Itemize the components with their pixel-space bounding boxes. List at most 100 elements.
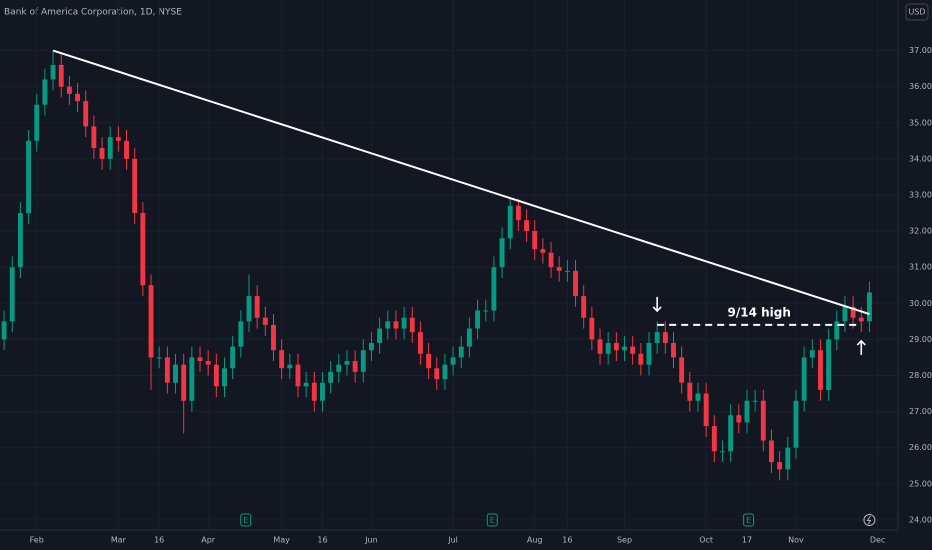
earnings-marker[interactable]: [743, 513, 755, 527]
candle-body: [417, 332, 423, 354]
candle-body: [605, 342, 611, 354]
earnings-label: E: [746, 516, 751, 525]
candle-body: [540, 249, 546, 253]
y-tick-label: 27.00: [909, 407, 932, 416]
y-tick-label: 29.00: [909, 335, 932, 344]
candle-body: [507, 205, 513, 239]
x-tick-label: Mar: [111, 536, 127, 545]
candle-body: [434, 368, 440, 380]
candle-body: [809, 350, 815, 358]
candle-body: [368, 342, 374, 351]
candle-body: [344, 361, 350, 365]
candle-body: [115, 137, 121, 141]
candle-body: [728, 415, 734, 452]
x-tick-label: 16: [317, 536, 327, 545]
candle-body: [834, 321, 840, 340]
x-tick-label: Feb: [30, 536, 44, 545]
x-tick-label: 16: [562, 536, 572, 545]
candle-body: [246, 296, 252, 322]
candle-body: [401, 317, 407, 329]
candle-body: [222, 368, 227, 387]
candle-body: [817, 350, 823, 390]
y-tick-label: 33.00: [909, 190, 932, 199]
currency-button[interactable]: [905, 3, 929, 21]
y-tick-label: 31.00: [909, 263, 932, 272]
x-tick-label: Oct: [699, 536, 713, 545]
candle-body: [826, 339, 832, 390]
earnings-label: E: [490, 516, 495, 525]
candle-body: [75, 93, 81, 102]
y-tick-label: 32.00: [909, 227, 932, 236]
candle-body: [793, 400, 799, 448]
x-tick-label: Dec: [870, 536, 885, 545]
candle-body: [458, 346, 464, 358]
candle-body: [189, 357, 195, 401]
currency-label[interactable]: USD: [908, 8, 925, 17]
candle-body: [393, 321, 399, 329]
candle-body: [1, 321, 7, 340]
candle-body: [352, 361, 358, 372]
candle-body: [777, 462, 783, 470]
candle-body: [785, 447, 791, 470]
candle-body: [58, 64, 64, 87]
candle-body: [842, 306, 848, 322]
candle-body: [426, 353, 432, 369]
candle-body: [769, 440, 774, 463]
arrow-up: [856, 339, 866, 355]
candle-body: [736, 415, 742, 423]
y-tick-label: 30.00: [909, 299, 932, 308]
candle-body: [156, 357, 162, 359]
candle-body: [801, 357, 807, 401]
candle-body: [262, 317, 268, 325]
x-tick-label: Nov: [788, 536, 804, 545]
candle-body: [532, 231, 538, 250]
y-tick-label: 26.00: [909, 443, 932, 452]
x-tick-label: May: [273, 536, 290, 545]
trendline: [52, 49, 870, 316]
candle-body: [320, 382, 325, 401]
x-tick-label: Sep: [617, 536, 632, 545]
candle-body: [385, 321, 391, 329]
candle-body: [303, 382, 309, 387]
candle-body: [556, 267, 562, 271]
candle-body: [328, 371, 334, 383]
candle-body: [173, 364, 178, 383]
candle-body: [132, 158, 138, 214]
earnings-label: E: [243, 516, 248, 525]
candle-body: [254, 296, 260, 318]
candle-body: [499, 238, 505, 268]
event-icon-bolt: [866, 515, 872, 525]
candle-body: [197, 357, 203, 362]
earnings-marker[interactable]: [240, 513, 252, 527]
candle-body: [450, 357, 456, 365]
candle-body: [50, 64, 56, 80]
x-tick-label: Jul: [447, 536, 458, 545]
arrow-down: [652, 296, 662, 313]
candle-body: [548, 252, 554, 268]
y-tick-label: 25.00: [909, 479, 932, 488]
candles: [1, 50, 872, 481]
candle-body: [687, 382, 693, 401]
candle-body: [148, 285, 154, 358]
candle-body: [581, 296, 587, 318]
x-tick-label: Jun: [364, 536, 378, 545]
candle-body: [213, 364, 219, 387]
candle-body: [26, 140, 32, 214]
candle-body: [83, 101, 89, 127]
y-tick-label: 34.00: [909, 154, 932, 163]
candle-body: [524, 220, 530, 232]
candle-body: [181, 364, 187, 401]
earnings-marker[interactable]: [486, 513, 498, 527]
chart-title: Bank of America Corporation, 1D, NYSE: [4, 8, 182, 18]
x-tick-label: 17: [742, 536, 752, 545]
x-tick-label: Apr: [201, 536, 216, 545]
event-icon: [863, 514, 876, 526]
candle-body: [483, 310, 489, 312]
y-tick-label: 24.00: [909, 515, 932, 524]
candle-body: [866, 292, 872, 322]
candle-body: [564, 270, 570, 272]
candle-body: [752, 400, 758, 402]
